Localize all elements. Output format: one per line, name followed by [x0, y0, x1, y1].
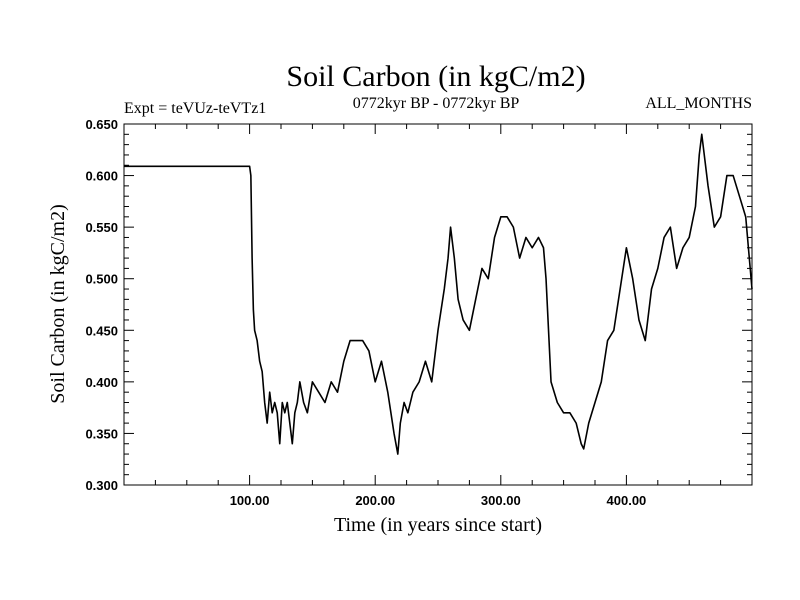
x-tick-label: 300.00	[481, 493, 521, 508]
chart-subtitle-right: ALL_MONTHS	[645, 95, 752, 112]
y-tick-label: 0.500	[85, 272, 118, 287]
series-line	[124, 133, 753, 455]
y-tick-label: 0.400	[85, 375, 118, 390]
y-axis-ticks: 0.300 0.350 0.400 0.450 0.500 0.550 0.600 0.650	[85, 117, 752, 493]
x-tick-label: 100.00	[230, 493, 270, 508]
y-tick-label: 0.650	[85, 117, 118, 132]
y-tick-label: 0.350	[85, 426, 118, 441]
x-axis-ticks: 100.00 200.00 300.00 400.00	[154, 124, 722, 508]
series-layer	[124, 133, 753, 455]
x-axis-label: Time (in years since start)	[334, 514, 542, 536]
x-tick-label: 200.00	[355, 493, 395, 508]
y-tick-label: 0.300	[85, 478, 118, 493]
chart-subtitle-left: Expt = teVUz-teVTz1	[124, 100, 266, 117]
chart-title: Soil Carbon (in kgC/m2)	[286, 60, 585, 93]
y-tick-label: 0.550	[85, 220, 118, 235]
y-axis-label: Soil Carbon (in kgC/m2)	[47, 204, 69, 403]
y-tick-label: 0.600	[85, 169, 118, 184]
plot-frame	[123, 123, 753, 486]
chart-subtitle-center: 0772kyr BP - 0772kyr BP	[353, 95, 520, 112]
x-tick-label: 400.00	[607, 493, 647, 508]
y-tick-label: 0.450	[85, 323, 118, 338]
